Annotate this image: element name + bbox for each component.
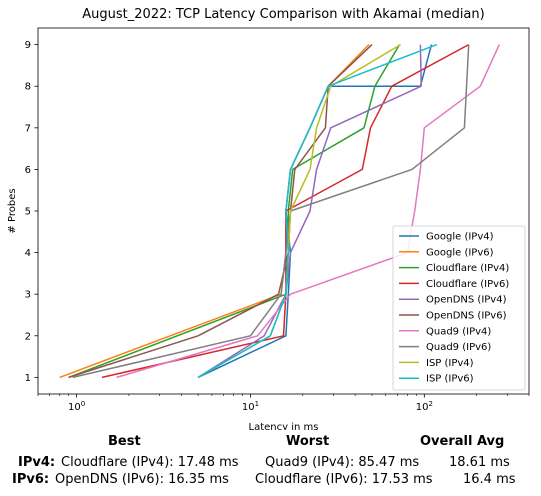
legend-label-10: ISP (IPv6) xyxy=(426,374,474,385)
y-axis: 1 2 3 4 5 6 7 8 9 # Probes xyxy=(7,40,38,384)
legend-box xyxy=(392,225,526,391)
series-line-6 xyxy=(68,44,373,379)
legend-label-6: OpenDNS (IPv6) xyxy=(426,311,507,322)
x-tick-label-1: 100 xyxy=(68,400,85,413)
series-line-5 xyxy=(197,44,422,379)
y-tick-label-5: 5 xyxy=(25,207,31,218)
y-tick-label-7: 7 xyxy=(25,123,31,134)
legend-label-5: OpenDNS (IPv4) xyxy=(426,295,507,306)
avg-ipv4: 18.61 ms xyxy=(449,455,510,470)
legend-label-4: Cloudflare (IPv6) xyxy=(426,279,509,290)
series-line-9 xyxy=(197,43,401,379)
best-ipv6: OpenDNS (IPv6): 16.35 ms xyxy=(55,472,229,487)
legend-label-7: Quad9 (IPv4) xyxy=(426,326,491,337)
worst-ipv6: Cloudflare (IPv6): 17.53 ms xyxy=(255,472,433,487)
legend-label-1: Google (IPv4) xyxy=(426,232,494,243)
y-tick-label-3: 3 xyxy=(25,290,31,301)
x-tick-label-3: 102 xyxy=(416,400,433,413)
best-ipv4: Cloudflare (IPv4): 17.48 ms xyxy=(61,455,239,470)
latency-chart: August_2022: TCP Latency Comparison with… xyxy=(7,7,530,430)
series-line-10 xyxy=(197,43,438,379)
y-tick-label-6: 6 xyxy=(25,165,31,176)
legend-label-3: Cloudflare (IPv4) xyxy=(426,263,509,274)
y-tick-label-1: 1 xyxy=(25,373,31,384)
header-overall-avg: Overall Avg xyxy=(420,434,505,449)
header-worst: Worst xyxy=(286,434,330,449)
legend: Google (IPv4) Google (IPv6) Cloudflare (IP… xyxy=(392,225,526,391)
y-axis-title: # Probes xyxy=(7,188,18,233)
chart-title: August_2022: TCP Latency Comparison with… xyxy=(82,7,484,22)
legend-label-8: Quad9 (IPv6) xyxy=(426,342,491,353)
summary-table: Best Worst Overall Avg IPv4: Cloudflare … xyxy=(0,430,541,496)
series-line-3 xyxy=(68,44,401,379)
series-line-8 xyxy=(72,44,470,379)
x-tick-label-2: 101 xyxy=(242,400,259,413)
y-tick-label-2: 2 xyxy=(25,331,31,342)
x-axis: 100 101 102 Latency in ms xyxy=(37,394,530,430)
row-label-ipv6: IPv6: xyxy=(12,472,50,487)
y-tick-label-8: 8 xyxy=(25,82,31,93)
x-axis-title: Latency in ms xyxy=(249,422,319,430)
avg-ipv6: 16.4 ms xyxy=(463,472,516,487)
header-best: Best xyxy=(108,434,141,449)
legend-label-2: Google (IPv6) xyxy=(426,247,494,258)
legend-label-9: ISP (IPv4) xyxy=(426,358,474,369)
row-label-ipv4: IPv4: xyxy=(18,455,56,470)
y-tick-label-4: 4 xyxy=(25,248,31,259)
worst-ipv4: Quad9 (IPv4): 85.47 ms xyxy=(265,455,420,470)
y-tick-label-9: 9 xyxy=(25,40,31,51)
series-lines xyxy=(59,43,500,379)
series-line-7 xyxy=(116,44,500,379)
